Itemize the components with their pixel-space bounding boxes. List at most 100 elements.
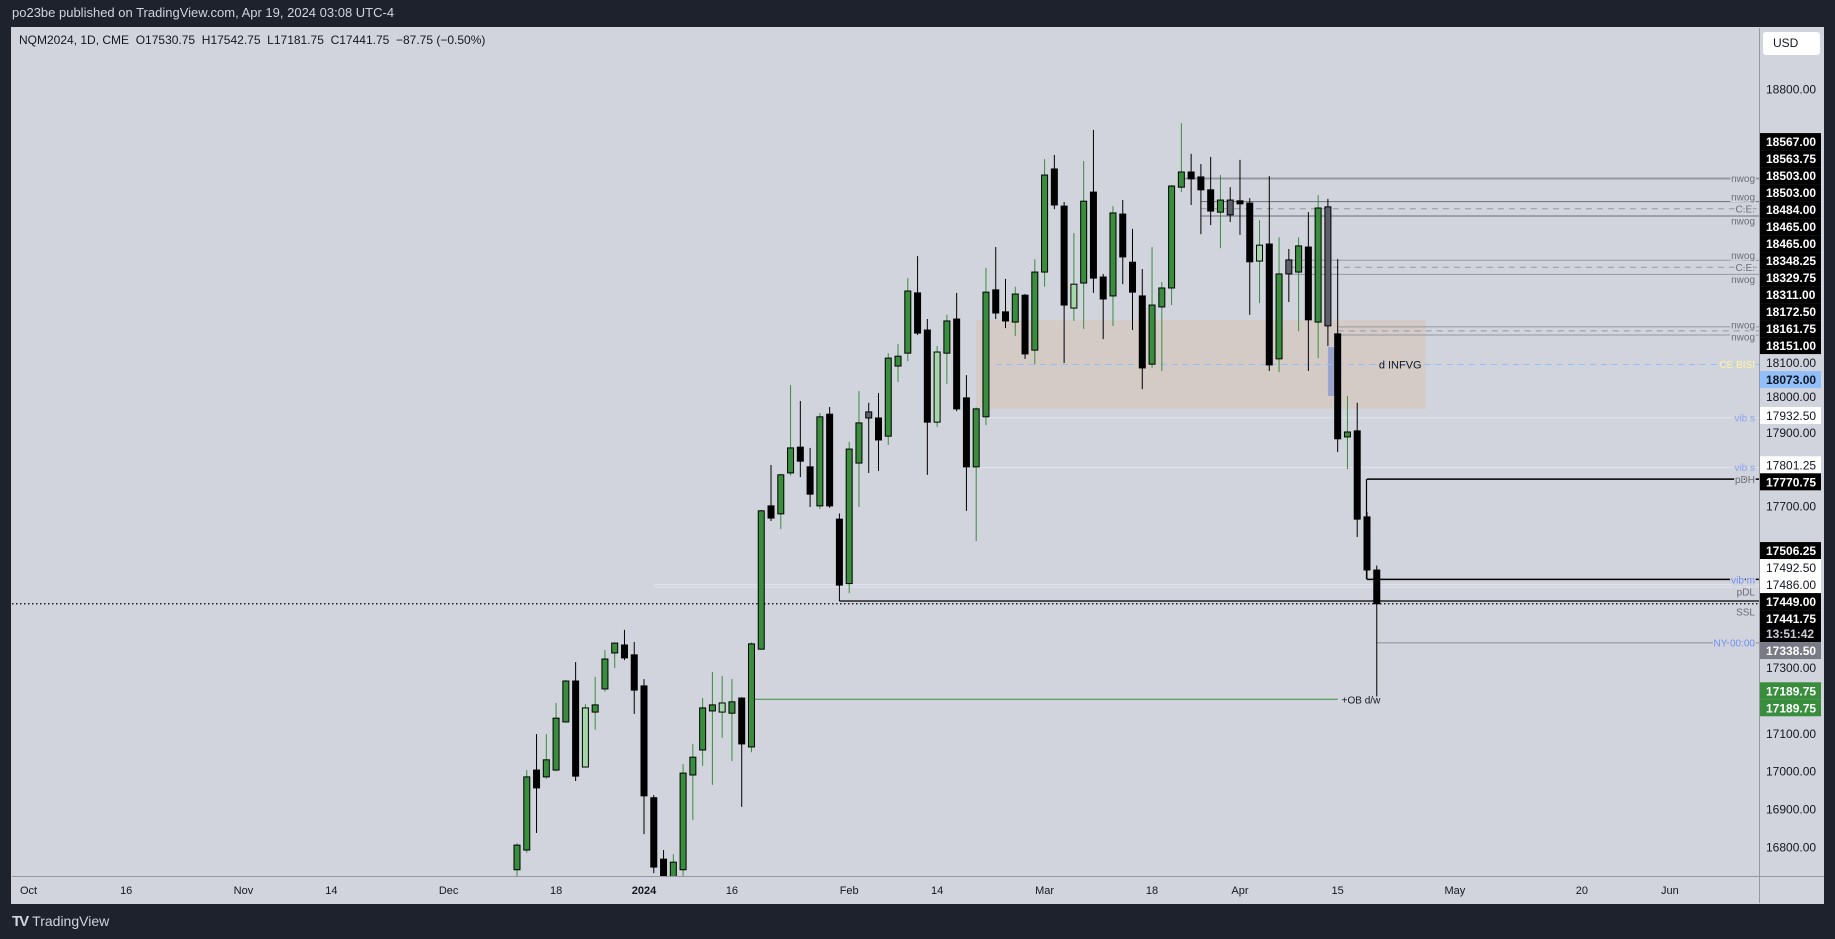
level-label-nwog-1: nwog xyxy=(1731,174,1755,185)
price-label-value: 18465.00 xyxy=(1766,220,1816,234)
candle xyxy=(757,509,765,650)
candle-body xyxy=(1177,171,1185,188)
price-label-bg xyxy=(1760,167,1821,185)
legend-change: −87.75 (−0.50%) xyxy=(395,33,486,47)
candle xyxy=(1089,129,1097,293)
price-label-bg xyxy=(1760,610,1821,643)
bisi-box xyxy=(1327,347,1338,396)
legend-low: L17181.75 xyxy=(267,33,324,47)
candle-body xyxy=(826,413,834,507)
price-label-bg xyxy=(1760,252,1821,270)
price-label-bg xyxy=(1760,576,1821,594)
candle-body xyxy=(513,844,521,871)
candle-body xyxy=(972,408,980,468)
price-label-box: 17486.00 xyxy=(1760,576,1821,594)
time-axis[interactable]: Oct 16 Nov 14 Dec 18 2024 16 Feb 14 Mar 18 Apr 15 May 2… xyxy=(20,885,1679,897)
price-label-bg xyxy=(1760,150,1821,168)
candle xyxy=(816,413,824,509)
price-tick-label: 17700.00 xyxy=(1766,499,1816,513)
symbol-legend: NQM2024, 1D, CME O17530.75 H17542.75 L17… xyxy=(19,33,485,47)
price-label-value: 17189.75 xyxy=(1766,684,1816,698)
level-label-nwog-5: nwog xyxy=(1731,275,1755,286)
price-label-value: 18465.00 xyxy=(1766,237,1816,251)
tradingview-logo-icon: TV xyxy=(12,912,29,930)
price-label-bg xyxy=(1760,320,1821,338)
price-label-value: 17338.50 xyxy=(1766,644,1816,658)
candle-body xyxy=(1080,200,1088,284)
time-tick-label: Nov xyxy=(234,885,254,897)
candle xyxy=(943,314,951,384)
price-label-value: 18348.25 xyxy=(1766,254,1816,268)
time-tick-label: 18 xyxy=(1146,885,1158,897)
candle xyxy=(1324,198,1332,346)
time-tick-label: 20 xyxy=(1576,885,1588,897)
candle-body xyxy=(884,357,892,437)
candle xyxy=(1002,278,1009,329)
candle xyxy=(1041,159,1049,287)
candle xyxy=(591,676,599,730)
time-tick-label: Oct xyxy=(20,885,37,897)
price-label-value: 17932.50 xyxy=(1766,409,1816,423)
candle xyxy=(953,292,961,412)
price-label-box: 17770.75 xyxy=(1760,473,1821,491)
candle xyxy=(884,353,892,445)
candle xyxy=(562,680,570,723)
candle xyxy=(660,850,668,876)
candle xyxy=(855,391,863,508)
price-label-bg xyxy=(1760,642,1821,660)
price-label-bg xyxy=(1760,456,1821,474)
candle-body xyxy=(581,707,589,768)
candle-body xyxy=(689,756,697,776)
candle-body xyxy=(787,447,795,474)
candle-body xyxy=(562,680,570,723)
price-axis[interactable]: 18800.00 18567.00 18563.75 18503.00 18503.00… xyxy=(1760,83,1821,855)
price-label-value: 17449.00 xyxy=(1766,595,1816,609)
price-label-value: 18503.00 xyxy=(1766,169,1816,183)
currency-button[interactable]: USD xyxy=(1763,32,1820,55)
candle xyxy=(747,642,755,753)
price-label-box: 17449.00 xyxy=(1760,593,1821,611)
candle-body xyxy=(1353,430,1361,520)
legend-symbol: NQM2024, 1D, CME xyxy=(19,33,130,47)
price-label-value: 18567.00 xyxy=(1766,135,1816,149)
candle xyxy=(777,473,785,530)
candle xyxy=(611,642,619,669)
candle-body xyxy=(650,797,658,868)
candle-body xyxy=(1304,246,1312,321)
candle xyxy=(738,697,746,807)
candle-body xyxy=(1168,185,1176,289)
time-tick-label: May xyxy=(1445,885,1466,897)
candle xyxy=(962,375,970,511)
price-label-value: 17486.00 xyxy=(1766,578,1816,592)
candle-body xyxy=(1138,295,1146,369)
candle-body xyxy=(1295,245,1303,273)
candle xyxy=(1373,565,1381,703)
candle-body xyxy=(601,658,609,690)
candle-body xyxy=(620,644,628,659)
level-label-ob-dw: +OB d/w xyxy=(1342,695,1381,706)
footer-brand[interactable]: TV TradingView xyxy=(12,910,109,932)
legend-high: H17542.75 xyxy=(201,33,261,47)
candle xyxy=(1021,294,1029,359)
candle-body xyxy=(1363,516,1371,571)
chart-pane[interactable]: d INFVG+OB d/wnwognwogC.E.nwognwogC.E.nw… xyxy=(12,123,1759,915)
candle xyxy=(679,763,687,876)
candle xyxy=(728,679,736,761)
candle xyxy=(552,702,560,772)
candle-body xyxy=(1050,168,1058,206)
candle xyxy=(718,676,726,738)
candle-body xyxy=(1207,189,1215,212)
price-label-box: 18073.00 xyxy=(1760,371,1821,389)
candle-body xyxy=(1002,311,1009,322)
price-label-value: 17492.50 xyxy=(1766,561,1816,575)
candle-body xyxy=(767,505,775,519)
candle-body xyxy=(699,707,707,751)
time-tick-label: 15 xyxy=(1332,885,1344,897)
candle-body xyxy=(1109,212,1117,297)
candle-body xyxy=(572,680,580,777)
time-tick-label: Feb xyxy=(840,885,859,897)
price-label-bg xyxy=(1760,337,1821,355)
chart-frame[interactable] xyxy=(11,27,1824,904)
price-label-box: 17506.25 xyxy=(1760,542,1821,560)
